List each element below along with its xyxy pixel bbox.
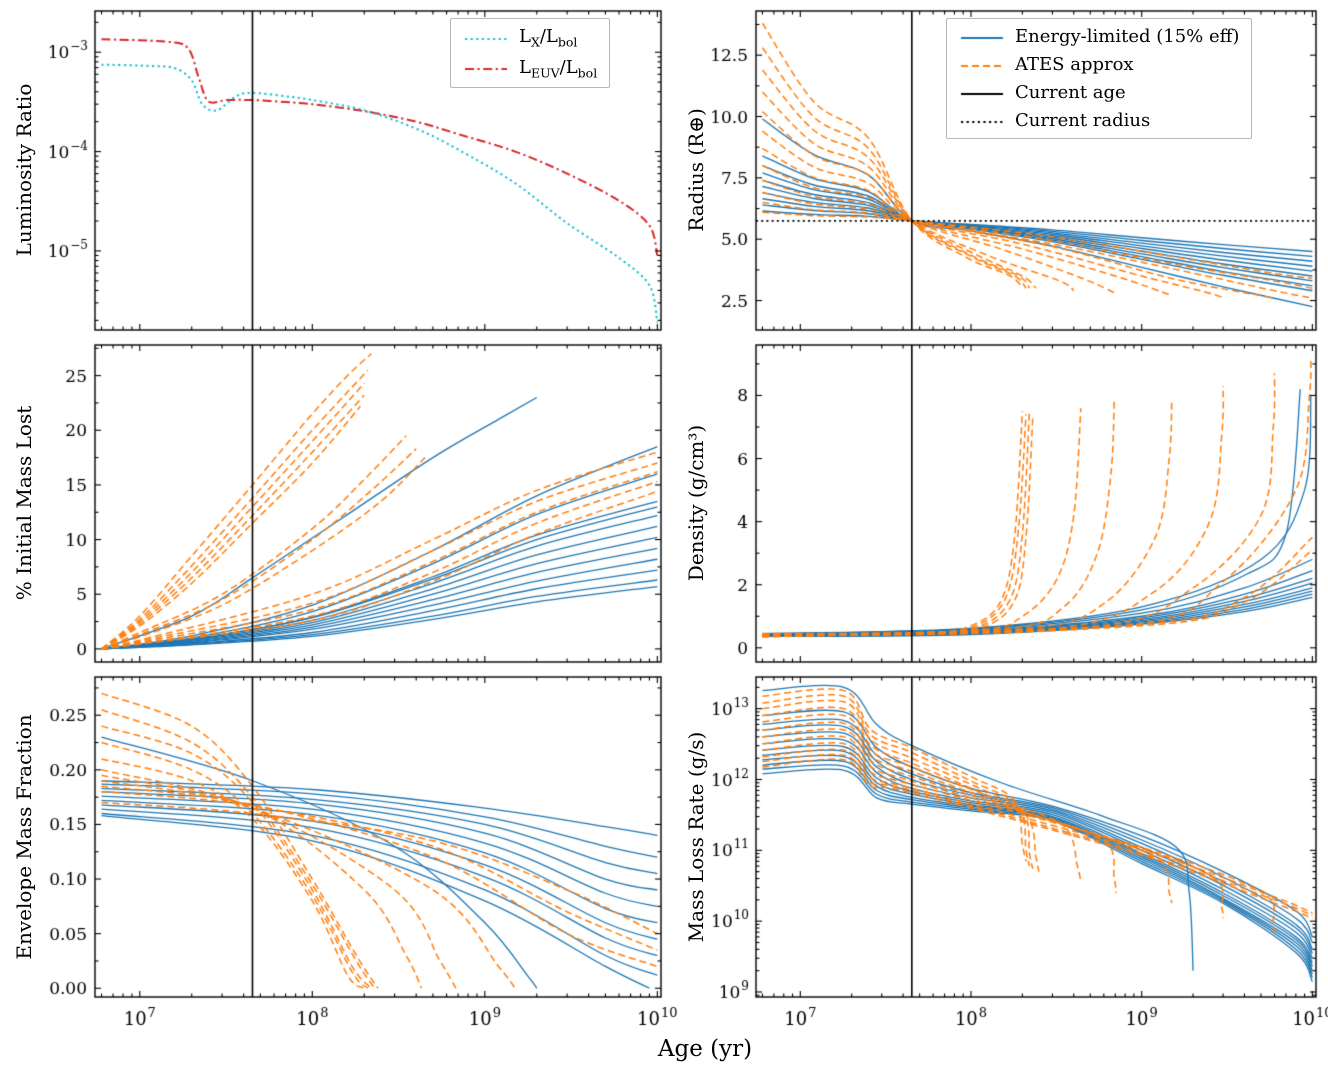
ylabel-radius: Radius (R⊕) <box>684 108 708 232</box>
ylabel-luminosity-ratio: Luminosity Ratio <box>12 83 36 257</box>
legend-entry-ates: ATES approx <box>959 54 1239 75</box>
legend-label-ates: ATES approx <box>1015 54 1134 75</box>
current-radius-line-sample <box>959 113 1005 128</box>
legend-entry-energy-limited: Energy-limited (15% eff) <box>959 26 1239 47</box>
xlabel-age: Age (yr) <box>657 1036 753 1062</box>
legend-entry-lx: LX/Lbol <box>463 26 597 50</box>
energy-limited-line-sample <box>959 29 1005 44</box>
legend-models: Energy-limited (15% eff) ATES approx Cur… <box>946 18 1253 139</box>
legend-label-current-age: Current age <box>1015 82 1126 103</box>
legend-luminosity: LX/Lbol LEUV/Lbol <box>450 18 611 89</box>
legend-label-leuv: LEUV/Lbol <box>519 56 598 81</box>
legend-label-lx: LX/Lbol <box>519 26 578 50</box>
ylabel-initial-mass-lost: % Initial Mass Lost <box>12 405 36 601</box>
legend-entry-current-radius: Current radius <box>959 110 1239 131</box>
legend-entry-current-age: Current age <box>959 82 1239 103</box>
ylabel-density: Density (g/cm³) <box>684 424 708 582</box>
legend-entry-leuv: LEUV/Lbol <box>463 56 598 81</box>
ylabel-mass-loss-rate: Mass Loss Rate (g/s) <box>684 731 708 943</box>
leuv-line-sample <box>463 61 509 76</box>
ylabel-envelope-mass-fraction: Envelope Mass Fraction <box>12 714 36 960</box>
legend-label-energy-limited: Energy-limited (15% eff) <box>1015 26 1240 47</box>
lx-line-sample <box>463 30 509 45</box>
ates-line-sample <box>959 57 1005 72</box>
legend-label-current-radius: Current radius <box>1015 110 1151 131</box>
current-age-line-sample <box>959 85 1005 100</box>
